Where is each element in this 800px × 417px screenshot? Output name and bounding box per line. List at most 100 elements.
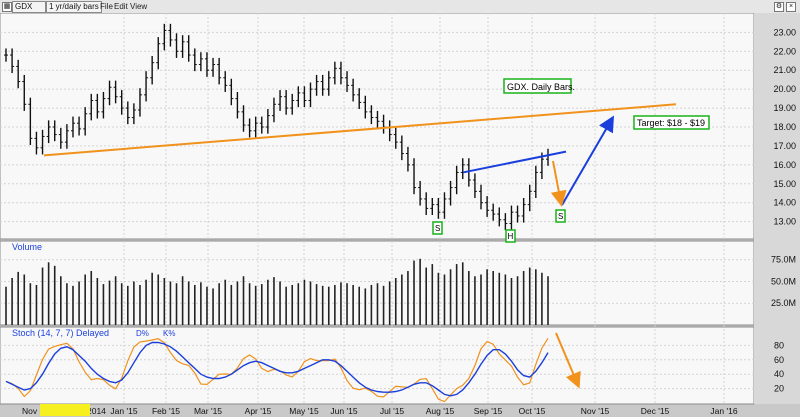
price-bar [375,110,380,128]
price-bar [223,71,228,92]
price-bar [241,105,246,132]
price-bar [113,80,118,104]
price-bar [351,78,356,102]
price-bar [265,109,270,134]
price-bar [137,88,142,117]
x-tick-label: Oct '15 [519,406,546,416]
price-tick-label: 17.00 [773,141,796,151]
price-bar [16,59,21,89]
price-bar [363,95,368,119]
price-bar [22,74,27,111]
price-bar [393,127,398,149]
price-bar [247,118,252,138]
menu-edit[interactable]: Edit [114,2,128,11]
price-bar [460,158,465,180]
price-bar [345,71,350,92]
price-bar [119,90,124,115]
window-menu-icon[interactable]: ▦ [2,2,12,12]
price-bar [405,146,410,172]
price-bar [302,86,307,108]
price-tick-label: 21.00 [773,65,796,75]
price-bar [70,116,75,138]
x-tick-label: Sep '15 [474,406,503,416]
stoch-panel [0,326,755,405]
price-bar [198,52,203,72]
stoch-label: Stoch (14, 7, 7) Delayed [12,328,109,338]
interval-selector[interactable]: 1 yr/daily bars [46,1,102,13]
price-bar [509,205,514,231]
price-bar [204,52,209,77]
menu-file[interactable]: File [100,2,113,11]
stoch-tick-label: 40 [774,369,784,379]
price-bar [125,101,130,125]
price-bar [472,173,477,198]
x-tick-label: Mar '15 [194,406,222,416]
trendline-upper [462,150,567,174]
price-bar [77,116,82,136]
x-tick-label: Feb '15 [152,406,180,416]
price-bar [162,23,167,51]
menu-view[interactable]: View [130,2,148,11]
price-bar [424,192,429,216]
x-tick-label: Nov '15 [581,406,610,416]
price-tick-label: 16.00 [773,160,796,170]
head-label: H [508,232,514,241]
stoch-tick-label: 20 [774,384,784,394]
x-tick-label: Dec '15 [641,406,670,416]
x-tick-label: Jan '15 [110,406,137,416]
price-bar [101,91,106,119]
price-bar [497,207,502,227]
stoch-tick-label: 80 [774,340,784,350]
price-tick-label: 13.00 [773,217,796,227]
price-bar [144,71,149,102]
stoch-legend-k: K% [163,329,175,338]
price-bar [95,93,100,119]
price-bar [64,124,69,149]
price-bar [89,93,94,121]
price-bar [430,197,435,216]
price-bar [131,103,136,125]
price-bar [271,97,276,123]
x-tick-label: Jan '16 [710,406,737,416]
price-bar [503,213,508,231]
close-icon[interactable]: × [786,2,796,12]
price-bar [156,37,161,70]
x-tick-label: Jul '15 [380,406,405,416]
left-shoulder-label: S [435,224,440,233]
price-bar [253,116,258,138]
price-bar [466,158,471,187]
price-bar [40,129,45,155]
price-bar [308,82,313,108]
price-bar [290,93,295,115]
price-bar [448,180,453,206]
price-bar [235,91,240,119]
price-bar [211,57,216,77]
volume-label: Volume [12,242,42,252]
price-bar [58,127,63,149]
price-bar [533,165,538,198]
price-bar [186,35,191,62]
price-bar [46,120,51,144]
menu-bar: ▦ GDX 1 yr/daily bars File Edit View ⚙ × [0,0,800,14]
price-bar [436,197,441,219]
price-bar [326,71,331,96]
price-bar [180,35,185,58]
price-tick-label: 23.00 [773,27,796,37]
price-bar [515,205,520,223]
symbol-selector[interactable]: GDX [12,1,46,13]
price-bar [52,120,57,142]
price-bar [150,56,155,85]
price-tick-label: 14.00 [773,198,796,208]
price-bar [168,23,173,47]
right-shoulder-label: S [558,212,563,221]
x-tick-label: Jun '15 [330,406,357,416]
stoch-d-line [5,341,549,397]
price-bar [442,192,447,219]
price-bar [369,105,374,125]
price-bar [83,107,88,136]
x-tick-label: May '15 [289,406,319,416]
settings-icon[interactable]: ⚙ [774,2,784,12]
price-bar [357,88,362,110]
volume-tick-label: 25.0M [771,298,796,308]
